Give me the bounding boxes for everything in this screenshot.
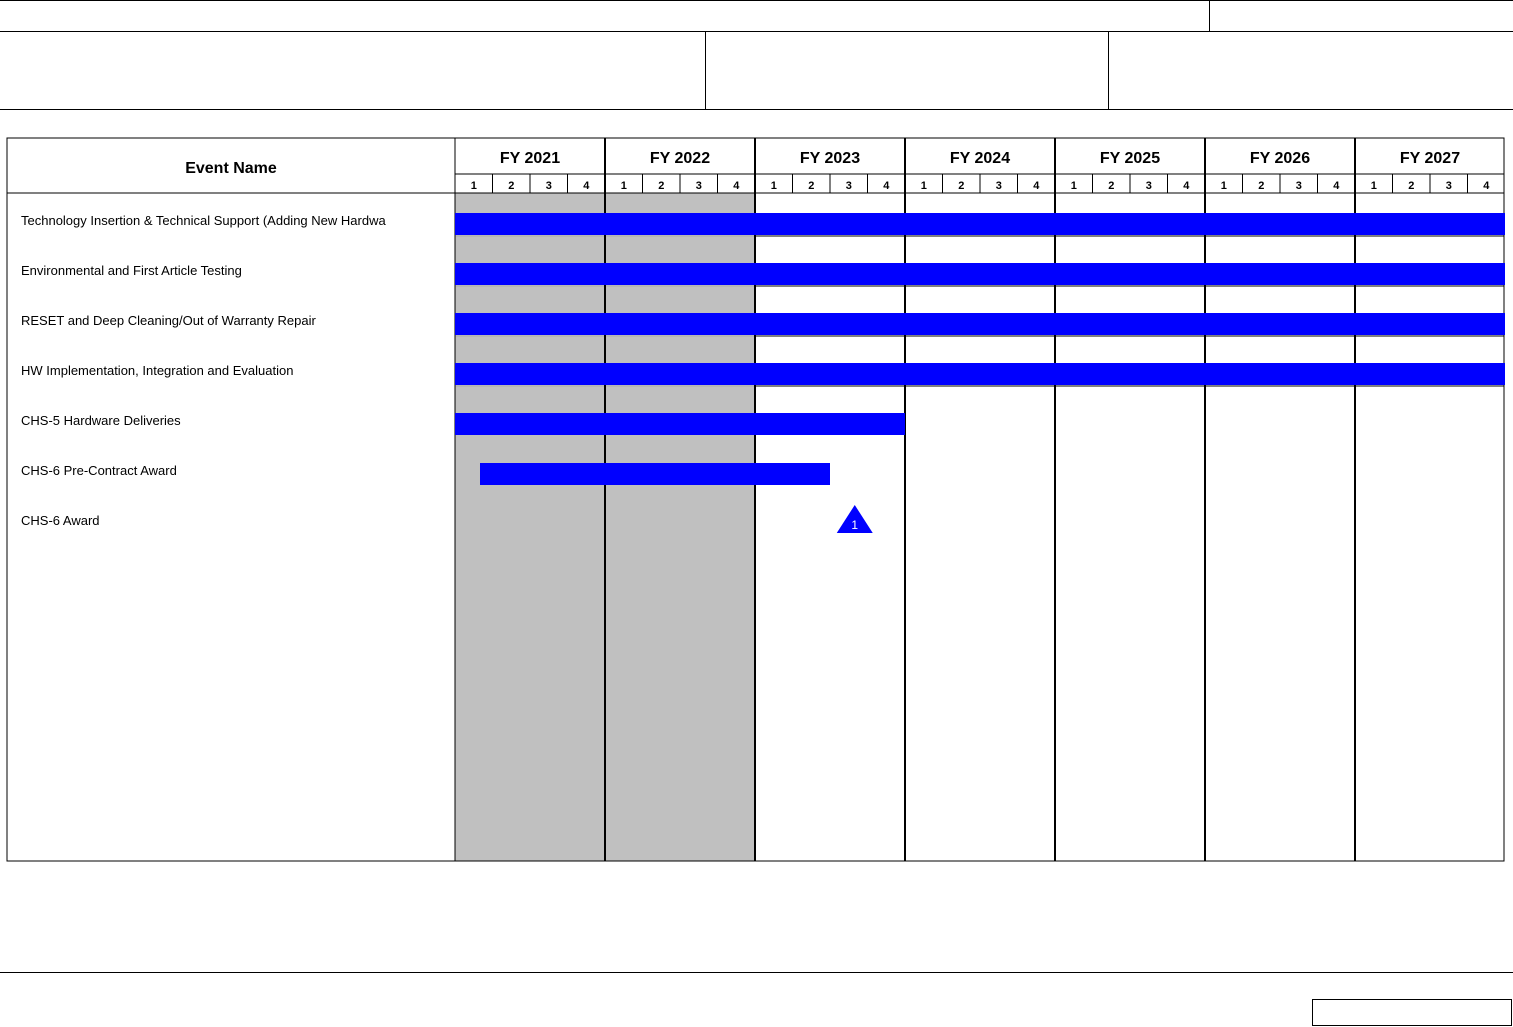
event-bar: [455, 263, 1505, 285]
event-bar: [455, 313, 1505, 335]
quarter-label: 1: [1071, 180, 1077, 192]
quarter-label: 1: [471, 180, 477, 192]
quarter-label: 4: [583, 180, 590, 192]
milestone-label: 1: [851, 518, 858, 532]
header-divider-2: [1108, 31, 1109, 110]
quarter-label: 3: [1146, 180, 1152, 192]
event-bar: [455, 363, 1505, 385]
quarter-label: 2: [1258, 180, 1264, 192]
event-label: CHS-5 Hardware Deliveries: [21, 413, 181, 428]
quarter-label: 2: [658, 180, 664, 192]
quarter-label: 4: [733, 180, 740, 192]
year-label: FY 2025: [1100, 150, 1160, 167]
quarter-label: 1: [771, 180, 777, 192]
shaded-year-column: [605, 193, 755, 861]
quarter-label: 4: [1183, 180, 1190, 192]
event-label: RESET and Deep Cleaning/Out of Warranty …: [21, 313, 316, 328]
year-label: FY 2022: [650, 150, 710, 167]
event-name-header: Event Name: [185, 160, 277, 177]
header-mid-rule: [0, 31, 1513, 32]
quarter-label: 3: [996, 180, 1002, 192]
quarter-label: 1: [1221, 180, 1227, 192]
quarter-label: 3: [846, 180, 852, 192]
year-label: FY 2021: [500, 150, 560, 167]
quarter-label: 1: [1371, 180, 1377, 192]
header-top-rule: [0, 0, 1513, 1]
quarter-label: 1: [921, 180, 927, 192]
year-label: FY 2027: [1400, 150, 1460, 167]
quarter-label: 3: [546, 180, 552, 192]
year-label: FY 2023: [800, 150, 860, 167]
footer-rule: [0, 972, 1513, 973]
shaded-year-column: [455, 193, 605, 861]
milestone-marker: [836, 505, 873, 533]
event-label: Environmental and First Article Testing: [21, 263, 242, 278]
quarter-label: 2: [1408, 180, 1414, 192]
event-label: CHS-6 Pre-Contract Award: [21, 463, 177, 478]
header-divider-1: [705, 31, 706, 110]
event-label: HW Implementation, Integration and Evalu…: [21, 363, 293, 378]
quarter-label: 2: [1108, 180, 1114, 192]
quarter-label: 2: [808, 180, 814, 192]
event-bar: [455, 213, 1505, 235]
quarter-label: 4: [1483, 180, 1490, 192]
quarter-label: 4: [1033, 180, 1040, 192]
quarter-label: 3: [696, 180, 702, 192]
quarter-label: 2: [508, 180, 514, 192]
header-divider-right: [1209, 0, 1210, 32]
event-label: CHS-6 Award: [21, 513, 100, 528]
quarter-label: 2: [958, 180, 964, 192]
quarter-label: 1: [621, 180, 627, 192]
quarter-label: 4: [1333, 180, 1340, 192]
quarter-label: 4: [883, 180, 890, 192]
year-label: FY 2024: [950, 150, 1010, 167]
quarter-label: 3: [1446, 180, 1452, 192]
footer-box: [1312, 999, 1512, 1026]
event-bar: [480, 463, 830, 485]
event-bar: [455, 413, 905, 435]
quarter-label: 3: [1296, 180, 1302, 192]
year-label: FY 2026: [1250, 150, 1310, 167]
event-label: Technology Insertion & Technical Support…: [21, 213, 386, 228]
header-bottom-rule: [0, 109, 1513, 110]
